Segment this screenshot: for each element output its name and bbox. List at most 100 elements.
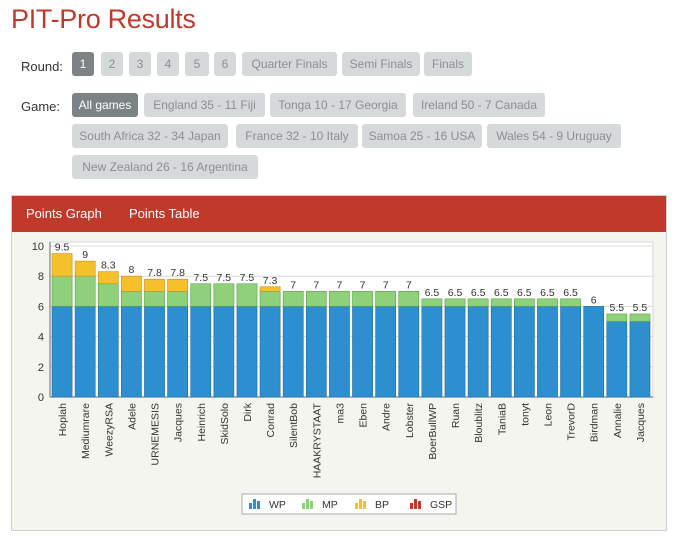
bar-segment-mp[interactable] xyxy=(282,290,304,307)
bar-segment-mp[interactable] xyxy=(398,290,420,307)
bar-segment-wp[interactable] xyxy=(259,306,281,398)
bar-segment-wp[interactable] xyxy=(514,306,535,398)
game-button-8[interactable]: New Zealand 26 - 16 Argentina xyxy=(72,155,258,179)
bar-segment-mp[interactable] xyxy=(329,290,350,307)
game-button-2[interactable]: Tonga 10 - 17 Georgia xyxy=(270,93,406,117)
bar-segment-mp[interactable] xyxy=(490,298,512,307)
legend-icon-wp xyxy=(253,499,256,509)
total-label: 7 xyxy=(290,279,296,291)
bar-segment-bp[interactable] xyxy=(97,271,119,285)
bar-segment-wp[interactable] xyxy=(282,306,304,398)
bar-segment-wp[interactable] xyxy=(121,306,142,398)
bar-segment-wp[interactable] xyxy=(398,306,420,398)
round-button-0[interactable]: 1 xyxy=(72,52,94,76)
bar-segment-wp[interactable] xyxy=(51,306,73,398)
game-button-6[interactable]: Samoa 25 - 16 USA xyxy=(362,124,482,148)
bar-segment-mp[interactable] xyxy=(305,290,327,307)
bar-segment-mp[interactable] xyxy=(444,298,466,307)
bar-segment-mp[interactable] xyxy=(259,290,281,307)
y-tick-label: 6 xyxy=(38,301,44,313)
legend-label-bp[interactable]: BP xyxy=(375,499,389,511)
category-label: Mediumrare xyxy=(80,403,92,459)
total-label: 7 xyxy=(360,279,366,291)
total-label: 6.5 xyxy=(471,287,486,299)
bar-segment-wp[interactable] xyxy=(190,306,212,398)
bar-segment-wp[interactable] xyxy=(629,321,651,398)
bar-segment-wp[interactable] xyxy=(74,306,96,398)
total-label: 6.5 xyxy=(448,287,463,299)
bar-segment-mp[interactable] xyxy=(537,298,558,307)
legend-label-wp[interactable]: WP xyxy=(269,499,286,511)
bar-segment-bp[interactable] xyxy=(121,275,142,292)
bar-segment-wp[interactable] xyxy=(560,306,581,398)
bar-segment-wp[interactable] xyxy=(329,306,350,398)
bar-segment-mp[interactable] xyxy=(560,298,581,307)
bar-segment-bp[interactable] xyxy=(74,260,96,277)
bar-segment-wp[interactable] xyxy=(236,306,258,398)
bar-segment-mp[interactable] xyxy=(421,298,443,307)
bar-segment-wp[interactable] xyxy=(606,321,628,398)
bar-segment-mp[interactable] xyxy=(97,283,119,307)
game-button-1[interactable]: England 35 - 11 Fiji xyxy=(144,93,265,117)
round-button-7[interactable]: Semi Finals xyxy=(342,52,420,76)
round-button-8[interactable]: Finals xyxy=(424,52,472,76)
bar-segment-mp[interactable] xyxy=(375,290,397,307)
bar-segment-wp[interactable] xyxy=(583,306,605,398)
bar-segment-mp[interactable] xyxy=(51,275,73,307)
bar-segment-mp[interactable] xyxy=(467,298,489,307)
tab-points-table[interactable]: Points Table xyxy=(129,206,200,221)
bar-segment-bp[interactable] xyxy=(51,253,73,277)
bar-segment-mp[interactable] xyxy=(213,283,235,307)
y-tick-label: 4 xyxy=(38,332,44,344)
bar-segment-mp[interactable] xyxy=(236,283,258,307)
game-button-0[interactable]: All games xyxy=(72,93,138,117)
points-chart: 0 2 4 6 8 10 9.5 Hoplah 9 Mediumrare 8.3 WeezyRSA 8 A… xyxy=(32,241,654,515)
bar-segment-wp[interactable] xyxy=(213,306,235,398)
game-button-4[interactable]: South Africa 32 - 34 Japan xyxy=(72,124,228,148)
category-label: TaniaB xyxy=(496,403,508,435)
tab-points-graph[interactable]: Points Graph xyxy=(26,206,102,221)
round-button-4[interactable]: 5 xyxy=(185,52,209,76)
bar-segment-bp[interactable] xyxy=(167,278,188,292)
bar-segment-bp[interactable] xyxy=(144,278,165,292)
total-label: 6.5 xyxy=(494,287,509,299)
bar-segment-wp[interactable] xyxy=(537,306,558,398)
bar-segment-wp[interactable] xyxy=(97,306,119,398)
bar-segment-wp[interactable] xyxy=(375,306,397,398)
legend-label-mp[interactable]: MP xyxy=(322,499,338,511)
bar-segment-wp[interactable] xyxy=(305,306,327,398)
round-button-3[interactable]: 4 xyxy=(157,52,179,76)
round-button-5[interactable]: 6 xyxy=(214,52,236,76)
game-button-3[interactable]: Ireland 50 - 7 Canada xyxy=(413,93,545,117)
bar-segment-mp[interactable] xyxy=(514,298,535,307)
category-label: Leon xyxy=(542,403,554,427)
bar-segment-wp[interactable] xyxy=(490,306,512,398)
bar-segment-bp[interactable] xyxy=(259,286,281,292)
category-label: Annalie xyxy=(612,403,624,438)
round-button-6[interactable]: Quarter Finals xyxy=(242,52,337,76)
bar-segment-wp[interactable] xyxy=(421,306,443,398)
bar-segment-wp[interactable] xyxy=(467,306,489,398)
bar-segment-mp[interactable] xyxy=(606,313,628,322)
category-label: BoerBullWP xyxy=(427,403,439,460)
game-button-5[interactable]: France 32 - 10 Italy xyxy=(236,124,358,148)
category-label: Adele xyxy=(126,403,138,430)
round-button-2[interactable]: 3 xyxy=(129,52,151,76)
legend-icon-bp xyxy=(363,501,366,509)
bar-segment-wp[interactable] xyxy=(144,306,165,398)
game-button-7[interactable]: Wales 54 - 9 Uruguay xyxy=(487,124,621,148)
total-label: 6 xyxy=(591,294,597,306)
bar-segment-wp[interactable] xyxy=(444,306,466,398)
bar-segment-mp[interactable] xyxy=(629,313,651,322)
legend-label-gsp[interactable]: GSP xyxy=(430,499,452,511)
bar-segment-mp[interactable] xyxy=(144,290,165,307)
bar-segment-mp[interactable] xyxy=(121,290,142,307)
bar-segment-mp[interactable] xyxy=(352,290,373,307)
bar-segment-mp[interactable] xyxy=(190,283,212,307)
bar-segment-mp[interactable] xyxy=(167,290,188,307)
bar-segment-wp[interactable] xyxy=(167,306,188,398)
round-button-1[interactable]: 2 xyxy=(101,52,123,76)
bar-segment-wp[interactable] xyxy=(352,306,373,398)
bar-segment-mp[interactable] xyxy=(74,275,96,307)
category-label: WeezyRSA xyxy=(103,403,115,457)
